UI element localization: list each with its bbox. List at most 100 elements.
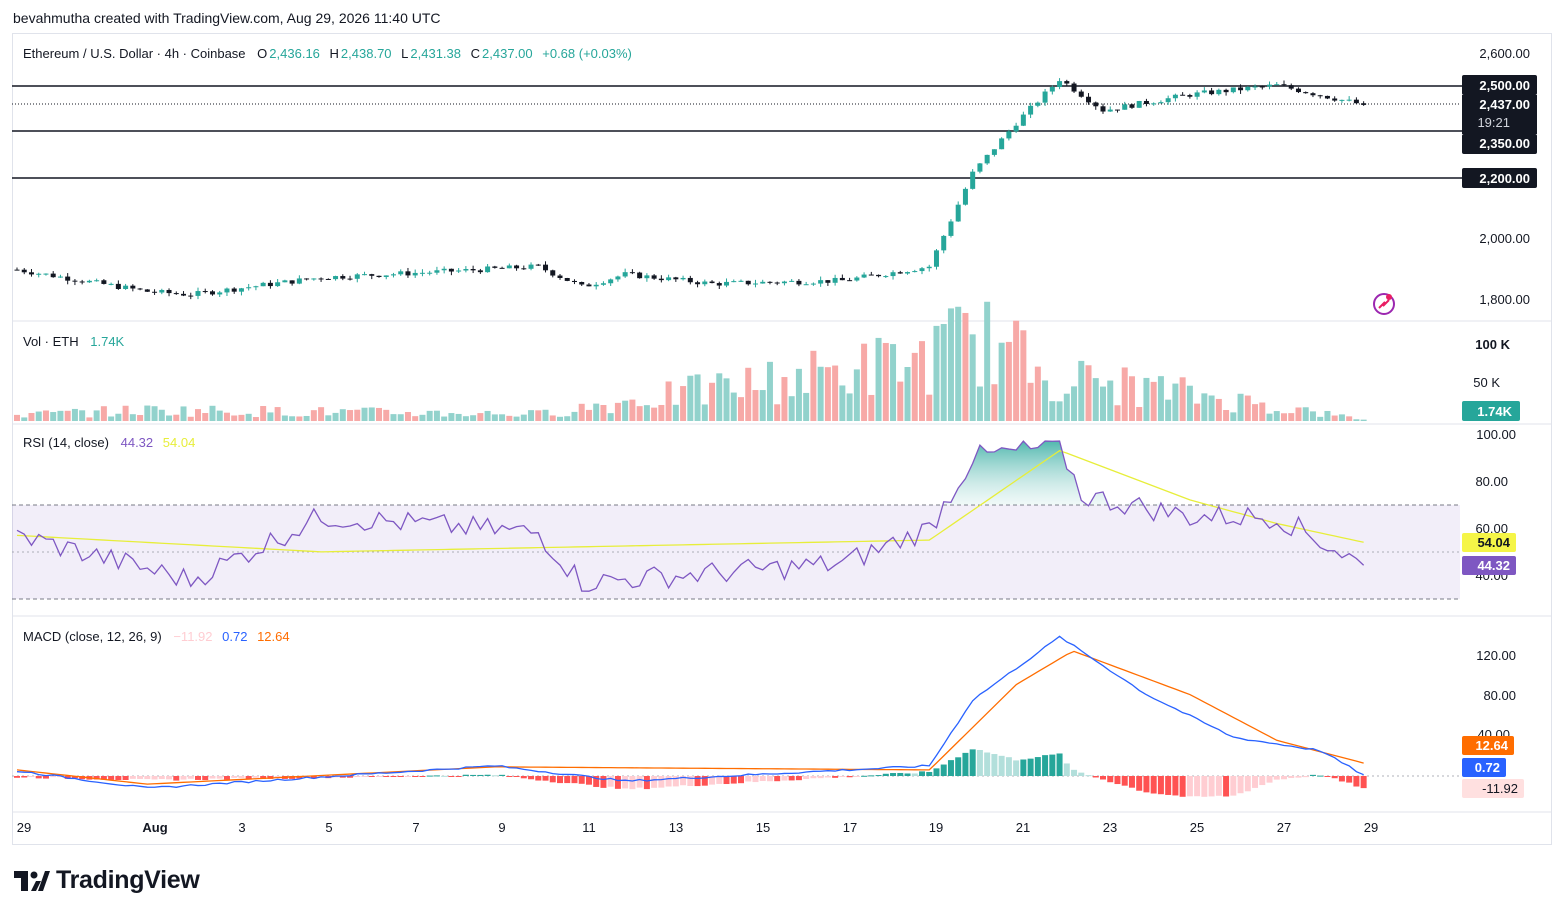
macd-histogram-bar [1020,759,1027,776]
volume-bar [1346,416,1353,421]
volume-bar [984,301,991,421]
time-tick-label: Aug [142,820,167,835]
macd-histogram-bar [817,776,824,779]
volume-bar [665,381,672,421]
macd-histogram-bar [166,776,173,780]
volume-bar [1056,401,1063,421]
candle-body [962,188,968,205]
candle-body [130,285,136,289]
volume-bar [766,361,773,421]
candle-body [1064,81,1070,84]
candle-body [608,279,614,284]
candle-body [1267,84,1273,87]
level-badge-text: 2,500.00 [1479,78,1530,93]
volume-bar [310,410,317,421]
candle-body [173,293,179,295]
candle-body [224,288,230,293]
time-tick-label: 13 [669,820,683,835]
candle-body [1245,86,1251,91]
macd-histogram-bar [433,775,440,777]
volume-bar [462,416,469,421]
volume-bar [824,367,831,421]
candle-body [427,272,433,274]
volume-bar [1201,393,1208,421]
volume-bar [1252,404,1259,421]
symbol-label[interactable]: Ethereum / U.S. Dollar · 4h · Coinbase [23,46,246,61]
macd-histogram-bar [723,776,730,785]
high-value: 2,438.70 [340,46,392,61]
candle-body [629,272,635,274]
candle-body [296,278,302,284]
macd-histogram-bar [991,754,998,776]
time-axis[interactable]: 29 Aug 3 5 7 9 11 13 15 17 19 21 23 25 2… [17,820,1378,835]
candle-body [984,154,990,164]
volume-bar [600,405,607,421]
volume-bar [499,414,506,421]
candle-body [789,280,795,282]
macd-histogram-bar [1157,776,1164,795]
candle-body [1339,99,1345,101]
volume-bar [528,410,535,421]
current-price-badge [1462,95,1537,134]
volume-bar [419,414,426,421]
volume-bar [108,416,115,421]
macd-histogram-bar [824,776,831,778]
candle-body [695,282,701,285]
volume-bar [354,409,361,421]
macd-histogram-bar [1252,776,1259,788]
level-badge-2200 [1462,168,1537,188]
chart-header-attribution: bevahmutha created with TradingView.com,… [13,10,441,26]
candle-body [57,276,63,278]
rsi-line [16,440,1365,592]
tradingview-logo[interactable]: TradingView [14,866,200,895]
macd-histogram-bar [462,774,469,776]
candle-body [774,282,780,284]
volume-bar [1215,398,1222,421]
macd-histogram-bar [93,776,100,780]
macd-histogram-bar [274,776,281,778]
volume-bar [1157,376,1164,421]
candle-body [1086,96,1092,103]
volume-bar [651,407,658,421]
candle-body [615,276,621,280]
candle-body [905,272,911,274]
candle-body [347,278,353,280]
candle-body [1303,92,1309,94]
volume-bar [339,409,346,421]
candle-body [1230,87,1236,93]
volume-bar [882,342,889,421]
rsi-label[interactable]: RSI (14, close) [23,435,109,450]
volume-bar [890,344,897,421]
macd-histogram-bar [810,776,817,779]
candle-body [485,266,491,273]
volume-bar [1013,320,1020,421]
macd-histogram-bar [151,776,158,780]
macd-histogram-bar [470,774,477,776]
macd-histogram-bar [890,773,897,776]
candle-body [644,275,650,279]
macd-label[interactable]: MACD (close, 12, 26, 9) [23,629,162,644]
volume-bar [1353,419,1360,421]
candle-body [202,291,208,293]
macd-histogram-bar [1353,776,1360,787]
volume-label[interactable]: Vol · ETH [23,334,79,349]
macd-histogram-bar [129,776,136,779]
candle-body [999,138,1005,150]
candle-body [354,274,360,279]
volume-bar [752,390,759,421]
tradingview-spark-icon[interactable] [1373,293,1395,315]
volume-bar [455,413,462,421]
macd-histogram-bar [64,776,71,779]
candle-body [166,289,172,294]
macd-histogram-bar [520,776,527,779]
macd-histogram-bar [853,776,860,777]
candle-body [912,271,918,273]
candle-body [1317,95,1323,97]
high-label: H [329,46,339,61]
candle-body [1136,100,1142,108]
macd-histogram-bar [947,760,954,776]
candle-body [897,272,903,274]
candle-body [1281,84,1287,86]
candle-body [571,280,577,283]
